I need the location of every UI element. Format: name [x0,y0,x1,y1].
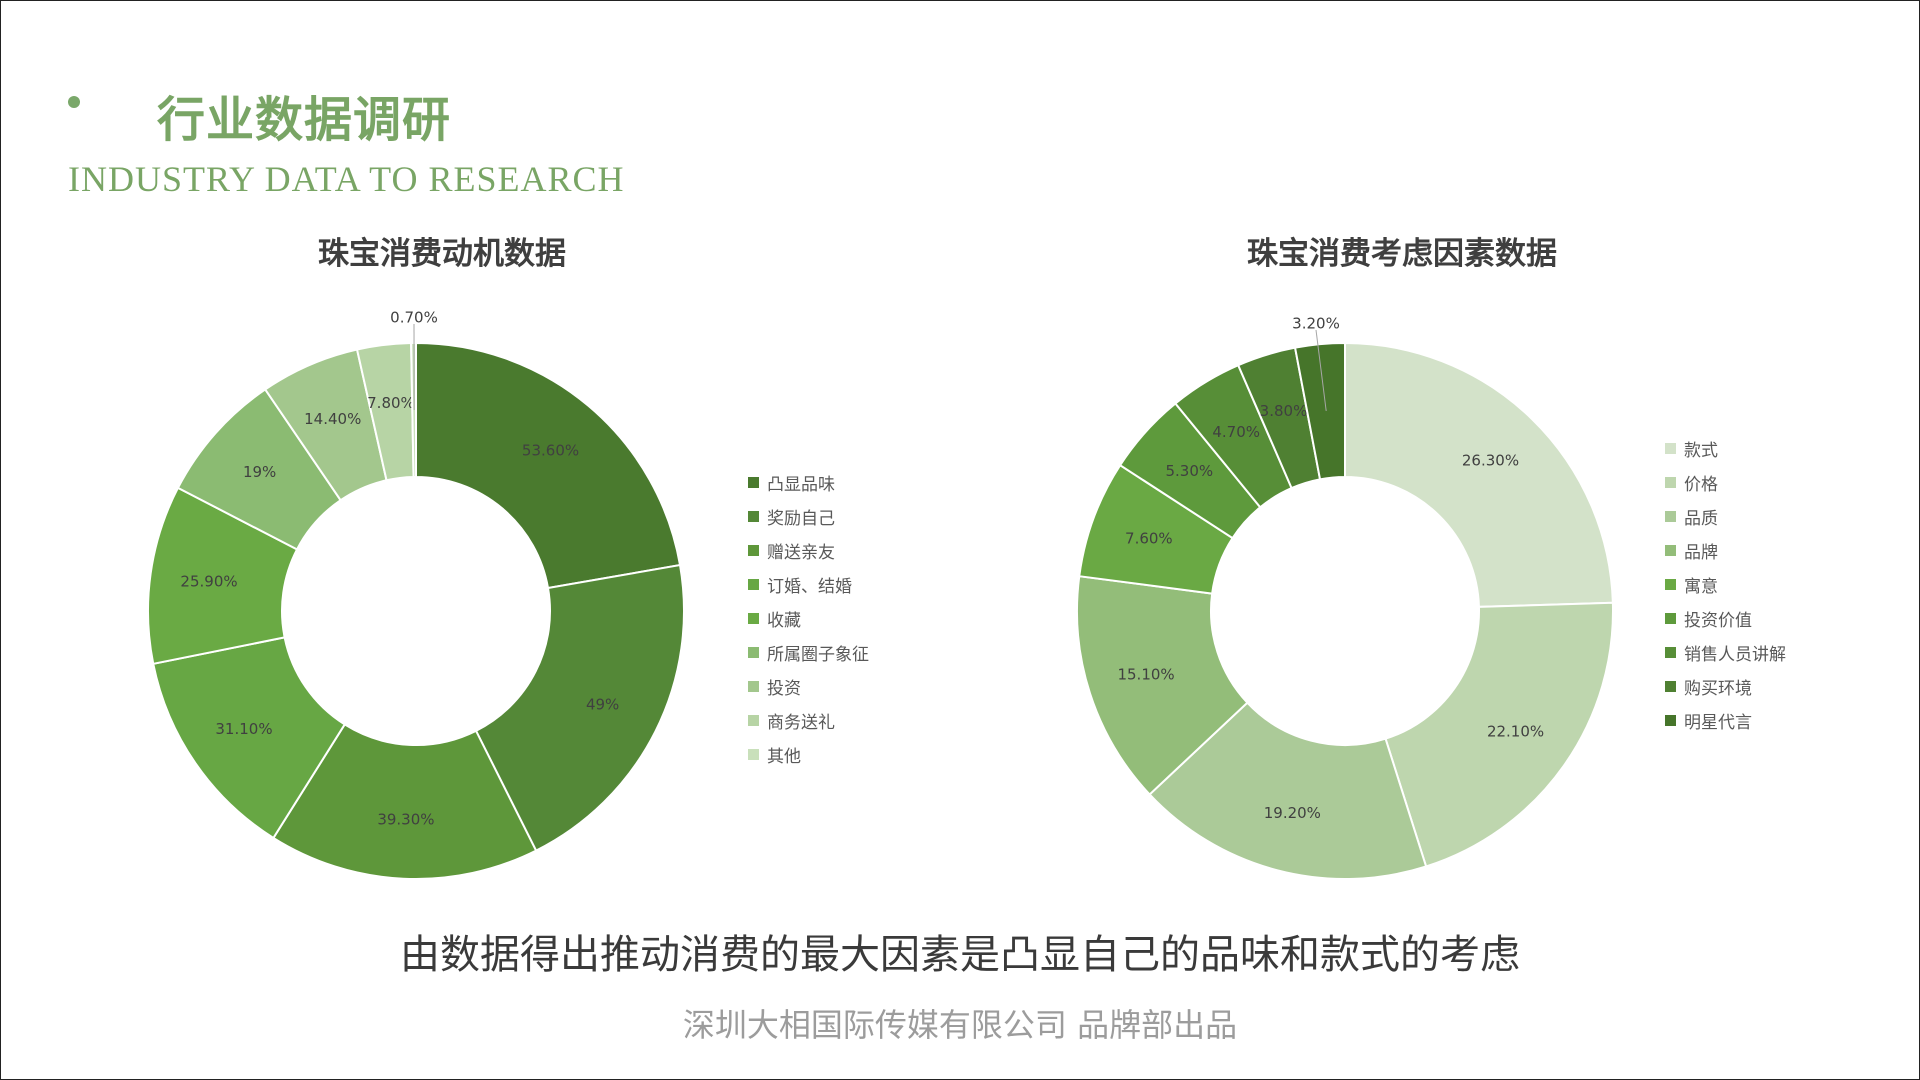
chart2-data-label-5: 5.30% [1166,462,1214,480]
chart2-slice-2 [1148,701,1428,880]
conclusion-text: 由数据得出推动消费的最大因素是凸显自己的品味和款式的考虑 [400,932,1520,978]
chart2-legend-item-1: 价格 [1665,465,1786,499]
chart1-legend-label-4: 收藏 [767,610,801,631]
chart2-data-label-0: 26.30% [1462,451,1519,469]
chart1-legend-label-1: 奖励自己 [767,508,835,529]
chart1-slice-0 [415,341,682,590]
chart1-legend-swatch-6 [748,680,759,692]
chart2-data-label-4: 7.60% [1125,529,1173,547]
chart1-legend-swatch-2 [748,544,759,556]
chart2-legend-swatch-0 [1665,442,1676,454]
chart1-slice-8 [410,341,417,479]
chart1-legend-item-1: 奖励自己 [748,499,869,533]
chart2-data-label-3: 15.10% [1117,666,1174,684]
chart2-legend-swatch-1 [1665,476,1676,488]
chart1-slice-1 [474,563,685,852]
chart2-legend: 款式价格品质品牌寓意投资价值销售人员讲解 购买环境明星代言 [1665,431,1786,737]
chart2-legend-swatch-8 [1665,714,1676,726]
chart1-legend-swatch-0 [748,476,759,488]
chart2-legend-item-0: 款式 [1665,431,1786,465]
chart1-data-label-2: 39.30% [377,810,434,828]
chart1-data-label-6: 14.40% [304,410,361,428]
chart2-legend-label-2: 品质 [1684,508,1718,529]
chart1-legend-item-2: 赠送亲友 [748,533,869,567]
chart1-legend-swatch-8 [748,748,759,760]
chart2-legend-item-5: 投资价值 [1665,601,1786,635]
chart2-legend-swatch-5 [1665,612,1676,624]
chart1-legend: 凸显品味奖励自己赠送亲友订婚、结婚收藏所属圈子象征 投资商务送礼其他 [748,465,869,771]
chart1-slice-2 [272,723,538,880]
chart1-legend-item-5: 所属圈子象征 [748,635,869,669]
chart2-legend-label-7: 购买环境 [1684,678,1752,699]
chart2-legend-item-8: 明星代言 [1665,703,1786,737]
chart2-data-label-1: 22.10% [1487,722,1544,740]
page-subtitle: INDUSTRY DATA TO RESEARCH [68,159,625,199]
chart1-legend-item-3: 订婚、结婚 [748,567,869,601]
chart2-legend-swatch-3 [1665,544,1676,556]
chart2-legend-item-4: 寓意 [1665,567,1786,601]
chart2-legend-item-3: 品牌 [1665,533,1786,567]
bullet-icon [68,96,80,108]
chart2-data-label-8: 3.20% [1292,315,1340,333]
chart1-legend-swatch-4 [748,612,759,624]
chart2-legend-label-3: 品牌 [1684,542,1718,563]
page-title: 行业数据调研 [157,92,452,148]
chart1-legend-label-8: 其他 [767,746,801,767]
chart2-data-label-6: 4.70% [1212,423,1260,441]
chart2-data-label-2: 19.20% [1264,804,1321,822]
chart2-legend-label-8: 明星代言 [1684,712,1752,733]
chart1-data-label-3: 31.10% [215,720,272,738]
chart1-legend-label-7: 商务送礼 [767,712,835,733]
chart1-data-label-7: 7.80% [367,394,415,412]
chart1-data-label-1: 49% [586,696,619,714]
chart1-legend-item-6: 投资 [748,669,869,703]
chart2-data-label-7: 3.80% [1260,402,1308,420]
chart1-title: 珠宝消费动机数据 [318,236,566,272]
chart2-slice-3 [1076,575,1249,796]
chart1-legend-label-6: 投资 [767,678,801,699]
chart1-data-label-4: 25.90% [180,572,237,590]
chart1-legend-swatch-7 [748,714,759,726]
footer-text: 深圳大相国际传媒有限公司 品牌部出品 [682,1006,1238,1044]
chart2-slice-0 [1344,341,1614,608]
chart1-legend-item-0: 凸显品味 [748,465,869,499]
chart1-data-label-8: 0.70% [390,309,438,327]
chart2-legend-swatch-6 [1665,646,1676,658]
chart1-legend-label-0: 凸显品味 [767,474,835,495]
chart2-legend-swatch-7 [1665,680,1676,692]
chart1-data-label-0: 53.60% [522,442,579,460]
chart2-legend-item-2: 品质 [1665,499,1786,533]
chart2-legend-label-6: 销售人员讲解 [1684,644,1786,665]
chart1-data-label-5: 19% [243,463,276,481]
chart2-legend-swatch-2 [1665,510,1676,522]
chart1-legend-label-2: 赠送亲友 [767,542,835,563]
chart1-legend-label-3: 订婚、结婚 [767,576,852,597]
chart2-legend-label-0: 款式 [1684,440,1718,461]
chart1-legend-swatch-3 [748,578,759,590]
chart2-legend-label-4: 寓意 [1684,576,1718,597]
chart1-legend-swatch-1 [748,510,759,522]
chart2-legend-label-1: 价格 [1684,474,1718,495]
chart2-leader-line [1315,329,1327,411]
chart2-legend-item-7: 购买环境 [1665,669,1786,703]
chart2-legend-swatch-4 [1665,578,1676,590]
chart2-slice-8 [1293,341,1346,481]
chart2-slice-1 [1384,601,1614,868]
chart2-title: 珠宝消费考虑因素数据 [1247,236,1557,272]
chart1-legend-swatch-5 [748,646,759,658]
chart2-legend-item-6: 销售人员讲解 [1665,635,1786,669]
chart2-legend-label-5: 投资价值 [1684,610,1752,631]
chart1-legend-label-5: 所属圈子象征 [767,644,869,665]
chart1-legend-item-7: 商务送礼 [748,703,869,737]
chart1-legend-item-8: 其他 [748,737,869,771]
chart1-legend-item-4: 收藏 [748,601,869,635]
